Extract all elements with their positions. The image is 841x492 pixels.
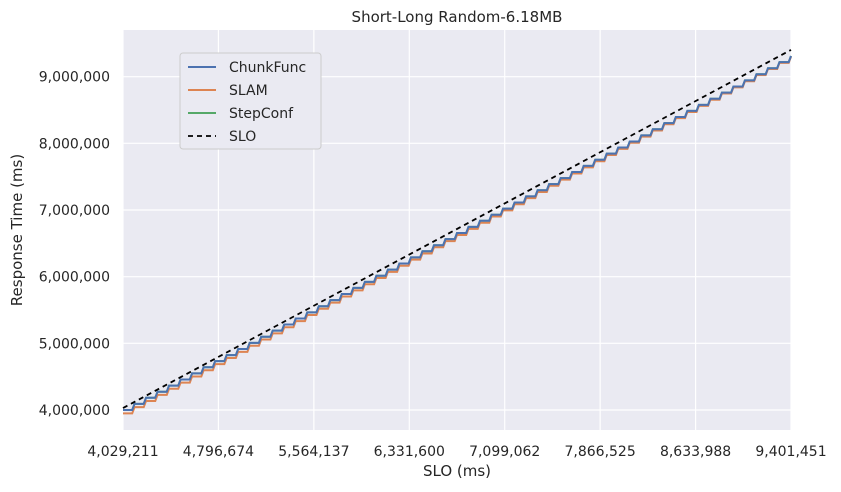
y-tick-label: 8,000,000 xyxy=(39,136,110,152)
x-tick-label: 6,331,600 xyxy=(374,444,445,460)
y-axis-label: Response Time (ms) xyxy=(8,154,26,306)
x-axis-label: SLO (ms) xyxy=(423,462,491,480)
x-tick-label: 9,401,451 xyxy=(755,444,826,460)
chart-title: Short-Long Random-6.18MB xyxy=(352,8,563,26)
legend-label: ChunkFunc xyxy=(229,60,306,76)
x-tick-label: 8,633,988 xyxy=(660,444,731,460)
x-tick-label: 5,564,137 xyxy=(278,444,349,460)
y-tick-label: 6,000,000 xyxy=(39,270,110,286)
legend: ChunkFunc SLAM StepConf SLO xyxy=(179,52,322,150)
legend-items: ChunkFunc SLAM StepConf SLO xyxy=(188,60,306,145)
series-line-chunkfunc xyxy=(123,55,792,411)
tick-layer: 4,029,211 4,796,674 5,564,137 6,331,600 7,09… xyxy=(39,70,827,460)
y-tick-label: 5,000,000 xyxy=(39,336,110,352)
x-tick-label: 7,866,525 xyxy=(565,444,636,460)
legend-label: SLO xyxy=(229,129,256,145)
y-tick-label: 4,000,000 xyxy=(39,403,110,419)
series-line-slo xyxy=(122,49,792,409)
legend-box xyxy=(179,52,322,150)
x-tick-label: 4,029,211 xyxy=(87,444,158,460)
legend-label: SLAM xyxy=(229,83,268,99)
x-tick-label: 4,796,674 xyxy=(183,444,254,460)
y-tick-label: 7,000,000 xyxy=(39,203,110,219)
x-tick-label: 7,099,062 xyxy=(469,444,540,460)
series-layer xyxy=(122,49,792,415)
legend-label: StepConf xyxy=(229,106,294,122)
y-tick-label: 9,000,000 xyxy=(39,70,110,86)
